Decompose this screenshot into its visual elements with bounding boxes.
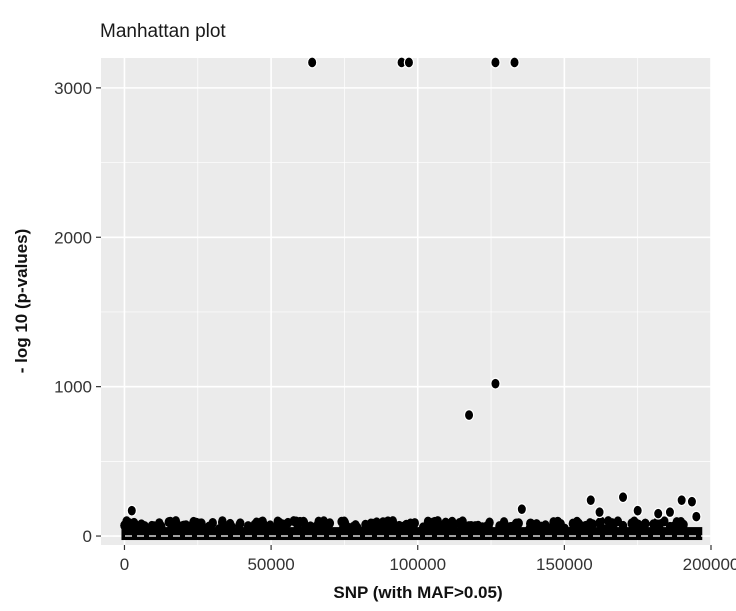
snp-point xyxy=(676,516,686,527)
data-point xyxy=(126,504,137,517)
data-point xyxy=(403,56,415,69)
snp-point xyxy=(578,521,587,532)
snp-point xyxy=(374,519,384,530)
snp-point xyxy=(343,522,352,533)
snp-point xyxy=(549,517,558,528)
data-point xyxy=(306,56,318,69)
data-point xyxy=(632,504,643,517)
snp-point xyxy=(484,521,493,532)
data-point xyxy=(463,409,475,422)
snp-point xyxy=(471,523,480,534)
snp-point xyxy=(603,523,613,534)
snp-point xyxy=(236,518,245,529)
snp-point xyxy=(536,521,546,532)
snp-point xyxy=(462,523,472,534)
snp-point xyxy=(557,522,566,533)
snp-point xyxy=(496,524,505,535)
snp-point xyxy=(627,518,637,529)
snp-point xyxy=(301,521,311,532)
snp-point xyxy=(430,523,440,534)
y-tick-label: 3000 xyxy=(54,79,92,98)
data-point xyxy=(664,506,676,519)
snp-point xyxy=(122,516,131,527)
snp-point xyxy=(325,518,335,529)
snp-point xyxy=(312,521,321,532)
y-axis-label: - log 10 (p-values) xyxy=(12,229,31,374)
snp-point xyxy=(243,521,253,532)
snp-point xyxy=(525,524,534,535)
snp-point xyxy=(410,518,419,529)
x-tick-label: 100000 xyxy=(389,555,446,574)
data-points xyxy=(126,56,702,523)
data-point xyxy=(516,503,528,516)
y-tick-label: 0 xyxy=(83,527,92,546)
x-tick-label: 150000 xyxy=(536,555,593,574)
y-tick-label: 2000 xyxy=(54,228,92,247)
plot-panel xyxy=(101,58,711,545)
snp-point xyxy=(179,520,189,531)
snp-point xyxy=(152,522,162,533)
snp-point xyxy=(618,520,628,531)
snp-point xyxy=(279,519,288,530)
snp-point xyxy=(442,521,452,532)
snp-point xyxy=(128,524,137,535)
snp-point xyxy=(366,518,376,529)
snp-point xyxy=(478,522,487,533)
data-point xyxy=(509,56,520,69)
data-point xyxy=(490,377,501,390)
y-tick-label: 1000 xyxy=(54,378,92,397)
data-point xyxy=(490,56,501,69)
snp-point xyxy=(173,520,182,531)
snp-point xyxy=(318,518,328,529)
x-tick-label: 200000 xyxy=(683,555,736,574)
snp-point xyxy=(585,518,595,529)
snp-point xyxy=(225,518,235,529)
x-axis-label: SNP (with MAF>0.05) xyxy=(333,583,502,602)
snp-point xyxy=(218,517,227,528)
snp-point xyxy=(194,521,204,532)
y-axis: 0 1000 2000 3000 xyxy=(54,79,101,546)
snp-point xyxy=(204,521,214,532)
data-point xyxy=(676,494,687,507)
snp-point xyxy=(655,522,664,533)
x-tick-label: 50000 xyxy=(247,555,294,574)
data-point xyxy=(585,494,596,507)
snp-point xyxy=(666,524,675,535)
snp-point xyxy=(289,516,298,527)
snp-point xyxy=(384,517,394,528)
snp-point xyxy=(641,518,650,529)
snp-point xyxy=(258,518,267,529)
snp-point xyxy=(507,521,517,532)
snp-band xyxy=(120,516,703,541)
data-point xyxy=(594,506,605,519)
data-point xyxy=(617,491,629,504)
x-axis: 0 50000 100000 150000 200000 xyxy=(120,545,736,574)
snp-point xyxy=(137,519,146,530)
snp-point xyxy=(596,516,606,527)
data-point xyxy=(653,507,664,520)
snp-point xyxy=(266,520,275,531)
chart-title: Manhattan plot xyxy=(100,21,226,42)
snp-point xyxy=(251,522,261,533)
data-point xyxy=(686,495,698,508)
data-point xyxy=(691,510,702,523)
x-tick-label: 0 xyxy=(120,555,129,574)
snp-point xyxy=(418,522,428,533)
snp-point xyxy=(568,518,578,529)
snp-point xyxy=(455,517,464,528)
